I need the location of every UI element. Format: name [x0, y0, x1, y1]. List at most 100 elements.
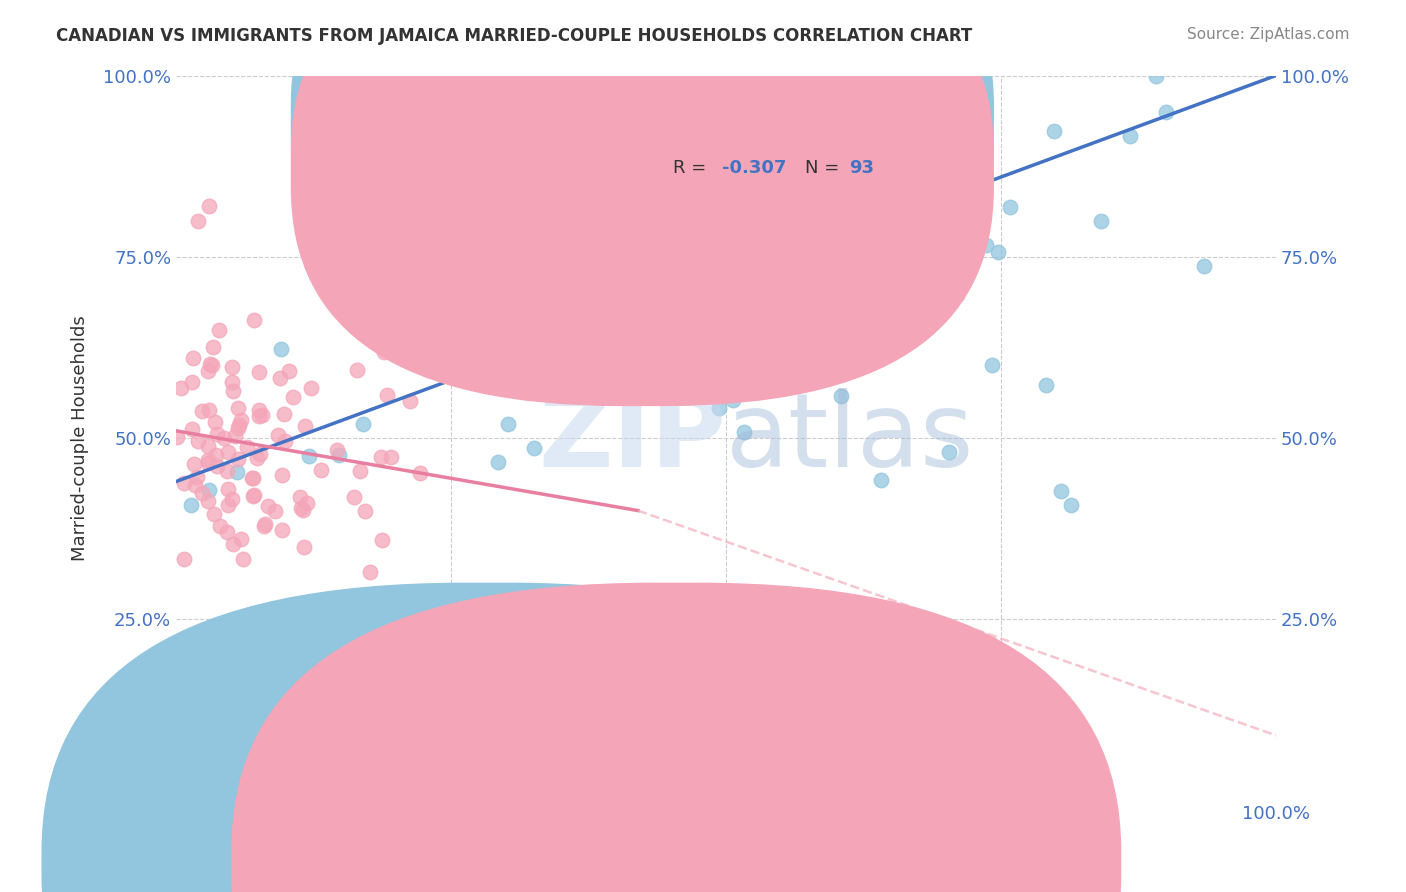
Point: [373, 344, 395, 359]
Point: [246, 451, 269, 466]
Point: [170, 381, 193, 395]
Point: [356, 149, 378, 163]
Point: [226, 465, 249, 479]
Point: [288, 490, 311, 504]
Point: [375, 388, 398, 402]
Point: [242, 489, 264, 503]
Point: [204, 415, 226, 429]
Point: [221, 375, 243, 389]
Point: [187, 434, 209, 448]
Point: [416, 329, 439, 343]
Point: [360, 565, 382, 579]
Point: [209, 518, 232, 533]
Point: [595, 271, 617, 285]
Point: [198, 402, 221, 417]
Point: [247, 409, 270, 424]
Point: [217, 498, 239, 512]
Point: [492, 310, 515, 325]
Point: [998, 200, 1021, 214]
Point: [198, 483, 221, 498]
Point: [371, 533, 394, 548]
Point: [205, 448, 228, 462]
Point: [399, 393, 422, 408]
Point: [551, 384, 574, 399]
Point: [659, 598, 682, 612]
Text: Immigrants from Jamaica: Immigrants from Jamaica: [706, 855, 915, 872]
Point: [205, 427, 228, 442]
Point: [987, 244, 1010, 259]
Point: [187, 213, 209, 227]
Point: [290, 500, 312, 515]
Point: [197, 456, 219, 470]
Text: atlas: atlas: [725, 387, 974, 489]
Point: [523, 441, 546, 455]
Point: [180, 422, 202, 436]
Point: [256, 499, 278, 513]
Point: [1050, 484, 1073, 499]
Point: [981, 358, 1004, 372]
Point: [352, 417, 374, 432]
Point: [343, 490, 366, 504]
Point: [226, 401, 249, 415]
Point: [173, 475, 195, 490]
Point: [271, 524, 294, 538]
Point: [273, 407, 295, 421]
Point: [946, 288, 969, 302]
Point: [1035, 377, 1057, 392]
FancyBboxPatch shape: [291, 0, 993, 406]
Point: [486, 455, 509, 469]
FancyBboxPatch shape: [593, 94, 912, 206]
Point: [733, 425, 755, 439]
Point: [311, 463, 333, 477]
Point: [1146, 69, 1168, 83]
Point: [852, 305, 875, 319]
Point: [550, 670, 572, 684]
Point: [226, 452, 249, 467]
Point: [202, 340, 225, 354]
Point: [870, 473, 893, 487]
Point: [328, 448, 350, 462]
Point: [231, 532, 253, 546]
Text: -0.307: -0.307: [721, 160, 786, 178]
Point: [184, 478, 207, 492]
Point: [221, 360, 243, 375]
Point: [247, 365, 270, 379]
Point: [190, 486, 212, 500]
Point: [1192, 259, 1215, 273]
Text: ZIP: ZIP: [538, 387, 725, 489]
Point: [830, 389, 852, 403]
Text: R =: R =: [673, 160, 713, 178]
Point: [166, 430, 188, 444]
Point: [226, 421, 249, 435]
Text: CANADIAN VS IMMIGRANTS FROM JAMAICA MARRIED-COUPLE HOUSEHOLDS CORRELATION CHART: CANADIAN VS IMMIGRANTS FROM JAMAICA MARR…: [56, 27, 973, 45]
Point: [1119, 129, 1142, 144]
Point: [181, 375, 204, 389]
Text: Source: ZipAtlas.com: Source: ZipAtlas.com: [1187, 27, 1350, 42]
Point: [198, 199, 221, 213]
Point: [202, 507, 225, 521]
Point: [254, 516, 277, 531]
Point: [294, 419, 316, 434]
Point: [197, 453, 219, 467]
Point: [243, 313, 266, 327]
Point: [186, 470, 208, 484]
Point: [242, 471, 264, 485]
Point: [516, 184, 538, 198]
Point: [723, 393, 745, 408]
Point: [183, 457, 205, 471]
Point: [270, 342, 292, 356]
Point: [388, 290, 411, 304]
Point: [247, 403, 270, 417]
Point: [299, 381, 322, 395]
Point: [267, 427, 290, 442]
Point: [221, 537, 243, 551]
Point: [269, 371, 291, 385]
Point: [938, 445, 960, 459]
Point: [221, 491, 243, 506]
Point: [974, 238, 997, 252]
Text: 54: 54: [834, 112, 859, 130]
Point: [1043, 123, 1066, 137]
Point: [278, 364, 301, 378]
Point: [212, 431, 235, 445]
Point: [253, 519, 276, 533]
